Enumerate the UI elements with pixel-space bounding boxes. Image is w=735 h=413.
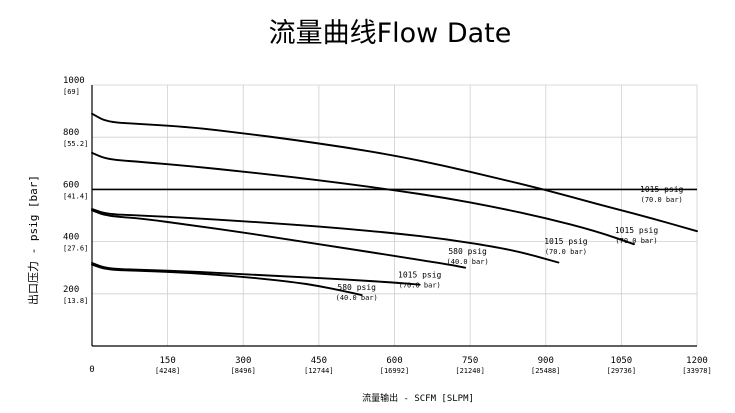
x-tick-sublabel: [12744] (304, 367, 334, 375)
grid (92, 84, 698, 346)
x-tick-label: 450 (311, 356, 327, 366)
x-tick-label: 150 (159, 356, 175, 366)
x-tick-label: 300 (235, 356, 251, 366)
series-sublabel-6: (40.0 bar) (336, 294, 378, 302)
y-axis-label: 出口压力 - psig [bar] (26, 175, 40, 305)
x-tick-label: 750 (462, 356, 478, 366)
series-label-6: 580 psig (337, 283, 376, 292)
y-ticks: 200 [13.8] 400 [27.6] 600 [41.4] 800 [55.2] 1000… (63, 76, 88, 305)
series-line-2 (91, 151, 635, 246)
chart-title: 流量曲线Flow Date (269, 18, 512, 49)
y-tick-sublabel: [27.6] (63, 245, 88, 253)
y-tick-sublabel: [69] (63, 88, 80, 96)
series-lines (91, 112, 698, 297)
series-line-3 (91, 208, 560, 264)
x-tick-sublabel: [29736] (607, 367, 637, 375)
series-line-1 (91, 112, 698, 233)
x-tick-sublabel: [21240] (455, 367, 485, 375)
y-tick-label: 1000 (63, 76, 85, 86)
x-tick-label: 0 (89, 365, 94, 375)
series-sublabel-5: (70.0 bar) (399, 282, 441, 290)
series-sublabel-2: (70.0 bar) (615, 237, 657, 245)
series-line-6 (91, 263, 363, 297)
x-axis-label: 流量输出 - SCFM [SLPM] (362, 392, 474, 404)
series-labels: 1015 psig (70.0 bar) 1015 psig (70.0 bar) 10… (336, 185, 684, 302)
y-tick-label: 800 (63, 128, 79, 138)
y-tick-sublabel: [55.2] (63, 140, 88, 148)
y-tick-sublabel: [13.8] (63, 297, 88, 305)
x-tick-label: 600 (386, 356, 402, 366)
series-line-4 (91, 209, 467, 269)
series-label-2: 1015 psig (615, 226, 659, 235)
x-tick-sublabel: [16992] (380, 367, 410, 375)
x-tick-label: 1200 (686, 356, 708, 366)
series-line-5 (91, 262, 421, 286)
y-tick-label: 200 (63, 285, 79, 295)
series-label-3: 1015 psig (544, 237, 588, 246)
x-tick-label: 1050 (611, 356, 633, 366)
series-sublabel-4: (40.0 bar) (447, 258, 489, 266)
y-tick-label: 400 (63, 233, 79, 243)
axes (91, 85, 697, 347)
x-tick-sublabel: [33978] (682, 367, 712, 375)
y-tick-sublabel: [41.4] (63, 192, 88, 200)
x-tick-sublabel: [8496] (231, 367, 256, 375)
x-ticks: 0 150[4248] 300[8496] 450[12744] 600[16992] 7… (89, 356, 711, 375)
series-label-5: 1015 psig (398, 271, 442, 280)
x-tick-label: 900 (538, 356, 554, 366)
x-tick-sublabel: [4248] (155, 367, 180, 375)
series-sublabel-1: (70.0 bar) (641, 196, 683, 204)
series-label-4: 580 psig (448, 247, 487, 256)
y-tick-label: 600 (63, 180, 79, 190)
x-tick-sublabel: [25488] (531, 367, 561, 375)
series-sublabel-3: (70.0 bar) (545, 248, 587, 256)
series-label-1: 1015 psig (640, 185, 684, 194)
